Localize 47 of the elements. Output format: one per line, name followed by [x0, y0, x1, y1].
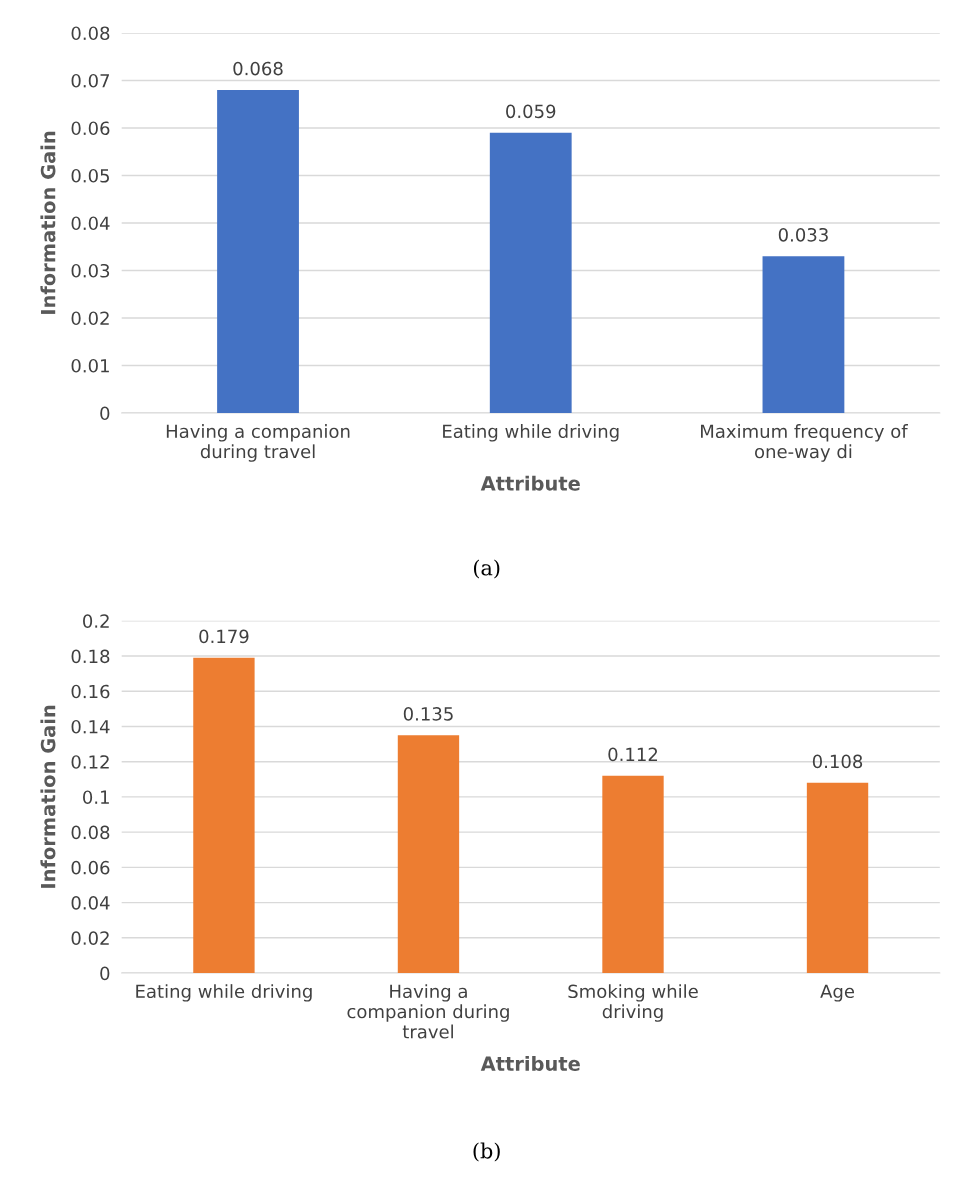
- data-label: 0.179: [199, 629, 249, 644]
- data-label: 0.108: [812, 754, 863, 769]
- data-label: 0.033: [778, 227, 828, 242]
- data-label: 0.059: [506, 104, 556, 119]
- text: (b): [473, 1142, 500, 1162]
- y-axis-title: Information Gain: [40, 131, 56, 314]
- data-label: 0.068: [233, 61, 283, 76]
- y-tick-label: 0.2: [83, 614, 109, 628]
- y-tick-label: 0.18: [71, 649, 110, 664]
- y-tick-label: 0: [100, 406, 110, 421]
- bar: [762, 256, 845, 414]
- y-tick-label: 0.14: [71, 719, 110, 734]
- y-tick-label: 0.01: [71, 358, 109, 373]
- y-tick-label: 0.08: [71, 825, 110, 840]
- bar: [806, 782, 869, 974]
- bar: [397, 735, 460, 974]
- y-tick-label: 0.08: [71, 26, 110, 41]
- bar: [217, 89, 299, 414]
- x-tick-label: Eating while driving: [443, 424, 619, 442]
- x-tick-label: Age: [820, 984, 855, 1002]
- y-tick-label: 0.04: [71, 216, 110, 231]
- bar: [489, 132, 572, 414]
- y-tick-label: 0.12: [71, 755, 109, 769]
- x-tick-label: Eating while driving: [136, 984, 312, 1002]
- data-label: 0.135: [403, 707, 453, 721]
- y-axis-title: Information Gain: [40, 705, 56, 888]
- y-tick-label: 0.06: [71, 860, 110, 875]
- x-tick-label: Having a companion during travel: [347, 984, 509, 1039]
- x-tick-label: Smoking while driving: [568, 984, 698, 1022]
- y-tick-label: 0.07: [71, 73, 110, 88]
- x-axis-title: Attribute: [480, 1055, 580, 1071]
- y-tick-label: 0.04: [71, 896, 110, 910]
- y-tick-label: 0: [100, 966, 110, 981]
- y-tick-label: 0.1: [83, 790, 109, 805]
- y-tick-label: 0.05: [71, 168, 109, 183]
- bar: [602, 775, 664, 974]
- x-tick-label: Having a companion during travel: [166, 424, 350, 462]
- bar: [193, 657, 255, 974]
- text: (a): [473, 559, 500, 579]
- x-tick-label: Maximum frequency of one-way di: [701, 424, 908, 462]
- y-tick-label: 0.02: [71, 311, 109, 326]
- y-tick-label: 0.02: [71, 931, 109, 945]
- x-axis-title: Attribute: [480, 475, 580, 491]
- y-tick-label: 0.06: [71, 121, 110, 136]
- y-tick-label: 0.16: [71, 684, 110, 699]
- y-tick-label: 0.03: [71, 263, 110, 278]
- data-label: 0.112: [608, 747, 658, 762]
